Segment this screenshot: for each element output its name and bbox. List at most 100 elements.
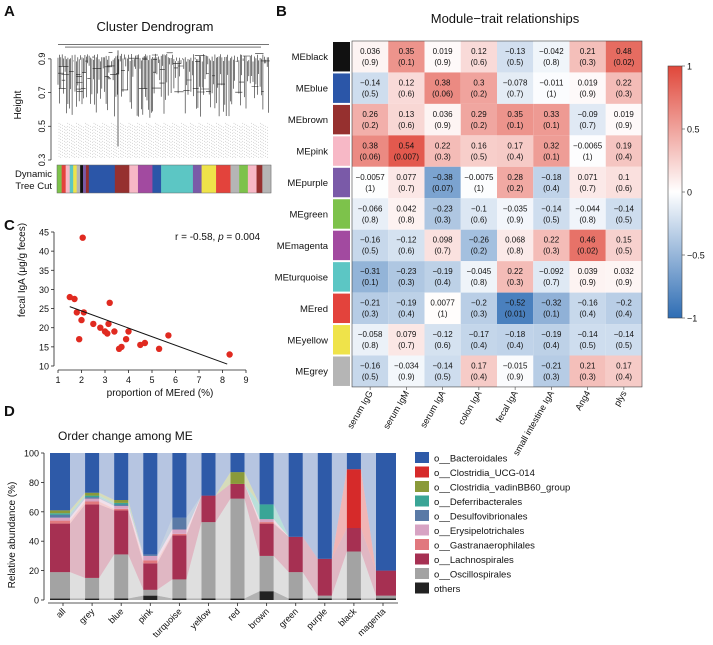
heatmap-cell-value: −0.19: [433, 267, 454, 276]
heatmap-cell: [424, 103, 461, 136]
heatmap-cell-pvalue: (0.01): [505, 310, 526, 319]
heatmap-cell: [569, 41, 606, 73]
dynamic-label: Dynamic: [15, 169, 52, 180]
heatmap-cell-value: 0.38: [362, 141, 378, 150]
heatmap-cell-pvalue: (0.9): [579, 89, 596, 98]
heatmap-cell-pvalue: (0.6): [616, 184, 633, 193]
area-y-tick-label: 20: [29, 566, 39, 576]
area-stack-segment: [85, 501, 100, 505]
heatmap-row-labels: MEblack MEblue MEbrown MEpink MEpurple MEgree…: [275, 52, 329, 378]
legend-label: o__Clostridia_vadinBB60_group: [434, 483, 570, 494]
heatmap-cell: [569, 103, 606, 136]
scatter-point: [97, 324, 104, 331]
heatmap-column-label: Ang4: [573, 389, 592, 412]
area-stack-segment: [376, 453, 396, 571]
area-stack-segment: [85, 497, 100, 499]
area-stack-segment: [346, 598, 361, 600]
heatmap-cell: [424, 292, 461, 325]
scatter-annotation: r = -0.58, p = 0.004: [175, 232, 261, 243]
heatmap-cell: [605, 292, 642, 325]
heatmap-cell-value: 0.15: [616, 236, 632, 245]
dendrogram-y-tick-label: 0.3: [37, 154, 47, 167]
module-strip-segment-pink: [65, 165, 71, 193]
area-x-tick-label: yellow: [188, 606, 213, 631]
heatmap-cell-value: 0.33: [544, 110, 560, 119]
heatmap-cell-value: 0.3: [473, 78, 485, 87]
heatmap-cell-pvalue: (0.5): [362, 89, 379, 98]
scatter-x-tick-label: 2: [79, 375, 84, 385]
heatmap-row-label-MEblack: MEblack: [292, 52, 329, 63]
heatmap-cell: [388, 261, 425, 293]
heatmap-cell: [424, 72, 461, 104]
area-stack-segment: [317, 595, 332, 599]
heatmap-cell: [605, 103, 642, 136]
heatmap-cell-value: −0.12: [433, 330, 454, 339]
area-stack-segment: [50, 453, 70, 511]
area-ylabel: Relative abundance (%): [7, 482, 18, 589]
area-stack-segment: [143, 560, 158, 564]
heatmap-cell: [605, 229, 642, 262]
area-stack-segment: [143, 563, 158, 590]
area-band: [50, 469, 396, 571]
heatmap-cell: [497, 135, 534, 167]
heatmap-cell-value: −0.23: [396, 267, 417, 276]
heatmap-cell-value: 0.036: [433, 110, 454, 119]
heatmap-cell-pvalue: (0.7): [507, 89, 524, 98]
heatmap-cell-value: −0.14: [614, 204, 635, 213]
heatmap-cell-value: −0.38: [433, 173, 454, 182]
heatmap-cell: [460, 324, 497, 356]
heatmap-cell: [497, 103, 534, 136]
heatmap-cell: [533, 198, 570, 230]
heatmap-cell: [352, 324, 389, 356]
heatmap-cell-value: 0.019: [578, 78, 599, 87]
heatmap-cell-value: 0.12: [471, 47, 487, 56]
heatmap-cell-value: 0.22: [544, 236, 560, 245]
heatmap-cell: [388, 103, 425, 136]
dendrogram-y-axis: 0.3 0.5 0.7 0.9: [37, 53, 52, 167]
heatmap-cell-value: −0.14: [614, 330, 635, 339]
tree-cut-label: Tree Cut: [15, 181, 52, 192]
heatmap-cell-value: −0.19: [396, 299, 417, 308]
heatmap-cell-value: 0.22: [435, 141, 451, 150]
heatmap-cell-pvalue: (0.2): [507, 184, 524, 193]
heatmap-cell-pvalue: (0.4): [543, 341, 560, 350]
heatmap-colorbar: 1 0.5 0 −0.5 −1: [667, 62, 705, 324]
heatmap-row-label-MEgreen: MEgreen: [289, 209, 328, 220]
heatmap-cell-value: −0.14: [541, 204, 562, 213]
heatmap-cell-pvalue: (0.4): [434, 278, 451, 287]
heatmap-cell-pvalue: (0.007): [394, 152, 420, 161]
heatmap-cell: [388, 229, 425, 262]
heatmap-cell-pvalue: (0.3): [434, 152, 451, 161]
heatmap-cell-pvalue: (0.5): [616, 247, 633, 256]
area-stack-segment: [201, 453, 216, 496]
heatmap-cell-pvalue: (0.4): [543, 184, 560, 193]
area-stack-segment: [85, 598, 100, 600]
legend-swatch: [415, 495, 429, 507]
heatmap-cell-pvalue: (0.5): [362, 373, 379, 382]
heatmap-cell-pvalue: (0.8): [543, 58, 560, 67]
area-stack-segment: [85, 504, 100, 578]
heatmap-row-color-MEpurple: [333, 167, 350, 198]
heatmap-cell-pvalue: (0.1): [362, 278, 379, 287]
area-stack-segment: [114, 503, 129, 505]
area-x-tick-label: brown: [247, 606, 271, 630]
heatmap-cell: [388, 41, 425, 73]
heatmap-cell: [424, 355, 461, 387]
heatmap-cell-value: −0.31: [360, 267, 381, 276]
heatmap-cell: [424, 166, 461, 199]
heatmap-cell: [352, 229, 389, 262]
area-stack-segment: [85, 498, 100, 502]
scatter-point: [73, 309, 81, 316]
heatmap-cell-value: −0.19: [541, 330, 562, 339]
scatter-x-tick-label: 6: [173, 375, 178, 385]
scatter-ylabel: fecal IgA (μg/g feces): [17, 223, 28, 317]
heatmap-cell: [605, 261, 642, 293]
legend-label: o__Clostridia_UCG-014: [434, 468, 535, 479]
heatmap-cell-value: 0.12: [399, 78, 415, 87]
scatter-y-tick-label: 15: [39, 342, 49, 352]
heatmap-cell-pvalue: (0.5): [616, 341, 633, 350]
area-stack-segment: [143, 453, 158, 555]
area-stack-segment: [259, 555, 274, 592]
dendrogram-title: Cluster Dendrogram: [96, 19, 213, 34]
